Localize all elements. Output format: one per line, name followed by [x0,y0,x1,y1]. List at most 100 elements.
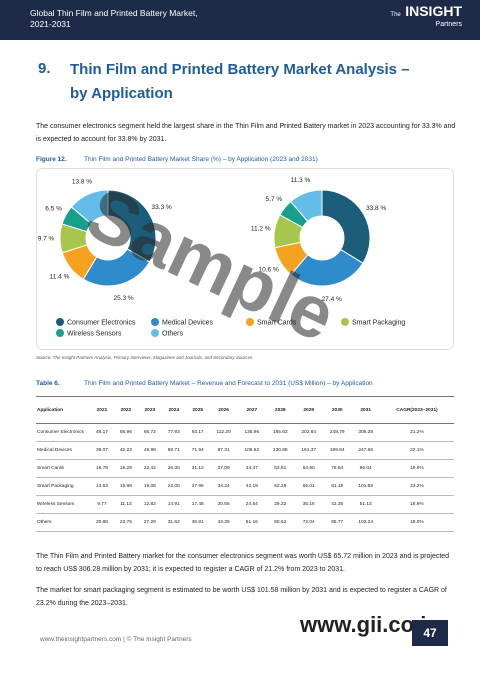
donut-slice [82,248,151,287]
data-label: 6.5 % [45,205,62,212]
table-cell: 106.62 [237,441,267,460]
data-label: 11.4 % [50,274,70,281]
table-cell: 85.77 [322,513,352,532]
table-cell: 19.9% [379,459,454,478]
table-header-cell: 2029 [294,396,323,424]
table-header-cell: 2024 [161,396,186,424]
legend-marker [246,318,254,326]
data-label: 9.7 % [38,236,55,243]
table-row: Consumer Electronics 48.17 55.96 65.72 77.93… [36,423,454,442]
page-number: 47 [412,620,448,646]
table-cell: Smart Cards [36,459,90,478]
table-header-cell: Application [36,396,90,424]
table-cell: 35.16 [294,495,323,514]
table-cell: 42.23 [113,441,138,460]
table-cell: 19.08 [137,477,162,496]
header-text: Global Thin Film and Printed Battery Mar… [30,8,198,30]
table-cell: 52.26 [266,477,295,496]
paragraph: The market for smart packaging segment i… [36,587,447,607]
table-cell: 48.17 [90,423,114,442]
table-cell: 18.0% [379,513,454,532]
table-cell: 51.16 [237,513,267,532]
table: Application 2021 2022 2023 2024 2025 2026 2027 2… [36,396,454,532]
table-cell: 247.66 [351,441,380,460]
legend-marker [56,329,64,337]
table-cell: 42.19 [237,477,267,496]
data-label: 11.2 % [251,226,271,233]
table-header-cell: 2028 [266,396,295,424]
table-cell: 51.13 [351,495,380,514]
table-cell: 71.94 [185,441,210,460]
table-cell: 15.98 [113,477,138,496]
table-cell: 24.54 [237,495,267,514]
table-cell: 161.37 [294,441,323,460]
table-cell: 22.42 [137,459,162,478]
table-cell: 19.29 [113,459,138,478]
data-label: 11.3 % [291,177,311,184]
table-number: Table 6. [36,380,60,387]
table-cell: 87.31 [209,441,238,460]
table-cell: 306.28 [351,423,380,442]
data-label: 5.7 % [266,196,283,203]
table-header-cell: 2026 [209,396,238,424]
legend-label: Medical Devices [162,320,213,327]
table-header-cell: 2025 [185,396,210,424]
donut-slice [107,189,157,263]
data-label: 25.3 % [113,295,133,302]
table-row: Wireless Sensors 9.77 11.13 12.82 14.91 17.48… [36,495,454,514]
table-header-cell: 2023 [137,396,162,424]
legend-marker [56,318,64,326]
table-cell: 199.64 [322,441,352,460]
table-cell: 55.96 [113,423,138,442]
table-cell: 31.12 [185,459,210,478]
data-label: 33.3 % [152,204,172,211]
table-cell: 17.48 [185,495,210,514]
legend-label: Smart Packaging [352,320,405,327]
table-cell: 130.88 [266,441,295,460]
table-cell: Consumer Electronics [36,423,90,442]
table-cell: 44.47 [237,459,267,478]
legend-label: Consumer Electronics [67,320,136,327]
table-cell: 165.63 [266,423,295,442]
table-row: Medical Devices 36.07 42.23 49.98 59.71 71.94… [36,441,454,460]
donut-slice [321,189,371,264]
header-bar [0,0,480,40]
logo-sub: Partners [435,21,462,28]
table-cell: Others [36,513,90,532]
table-cell: 101.58 [351,477,380,496]
table-cell: 102.24 [351,513,380,532]
section-number: 9. [38,60,51,77]
logo-small: The [390,12,401,18]
footer-website: www.theinsightpartners.com [40,636,122,643]
table-cell: 49.98 [137,441,162,460]
legend-label: Smart Cards [257,320,297,327]
table-cell: 42.35 [322,495,352,514]
data-label: 13.8 % [72,179,92,186]
table-cell: 26.30 [161,459,186,478]
table-cell: 81.15 [322,477,352,496]
table-header-cell: 2022 [113,396,138,424]
table-cell: 43.35 [209,513,238,532]
table-header-cell: 2031 [351,396,380,424]
table-header-cell: CAGR(2023–2031) [379,396,454,424]
footer-separator: | [123,636,125,643]
table-cell: 78.84 [322,459,352,478]
table-cell: 135.96 [237,423,267,442]
donut-slice [70,189,109,225]
data-label: 27.4 % [322,296,342,303]
table-cell: 14.91 [161,495,186,514]
table-cell: 12.82 [137,495,162,514]
paragraph: The Thin Film and Printed Battery market… [36,553,450,573]
table-cell: 65.01 [294,477,323,496]
table-cell: 93.17 [185,423,210,442]
data-label: 33.8 % [366,205,386,212]
legend-label: Others [162,331,184,338]
table-cell: 112.20 [209,423,238,442]
table-cell: 77.93 [161,423,186,442]
legend-marker [151,318,159,326]
logo-main: INSIGHT [405,3,462,19]
table-cell: 22.1% [379,441,454,460]
table-cell: 36.07 [90,441,114,460]
table-caption: Thin Film and Printed Battery Market – R… [84,380,373,387]
